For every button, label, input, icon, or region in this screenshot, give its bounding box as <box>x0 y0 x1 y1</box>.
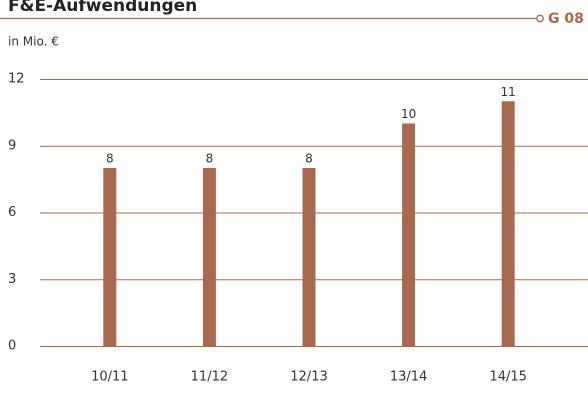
value-label: 10 <box>401 107 416 121</box>
bar <box>103 168 117 346</box>
chart-subtitle: in Mio. € <box>8 35 59 49</box>
value-label: 8 <box>206 152 214 166</box>
y-tick-label: 6 <box>8 205 16 220</box>
y-tick-label: 12 <box>8 72 25 87</box>
chart-title: F&E-Aufwendungen <box>8 0 197 16</box>
x-tick-label: 13/14 <box>390 370 427 385</box>
tag-marker <box>536 14 544 23</box>
y-tick-label: 0 <box>8 339 16 354</box>
x-tick-label: 14/15 <box>489 370 526 385</box>
chart-tag: G 08 <box>548 11 584 27</box>
value-label: 11 <box>501 85 516 99</box>
bar <box>402 123 416 346</box>
bar <box>501 101 515 346</box>
x-tick-label: 12/13 <box>290 370 327 385</box>
bar <box>202 168 216 346</box>
value-label: 8 <box>106 152 114 166</box>
x-tick-label: 10/11 <box>91 370 128 385</box>
y-tick-label: 3 <box>8 272 16 287</box>
value-label: 8 <box>305 152 313 166</box>
x-tick-label: 11/12 <box>191 370 228 385</box>
y-tick-label: 9 <box>8 138 16 153</box>
bar <box>302 168 316 346</box>
